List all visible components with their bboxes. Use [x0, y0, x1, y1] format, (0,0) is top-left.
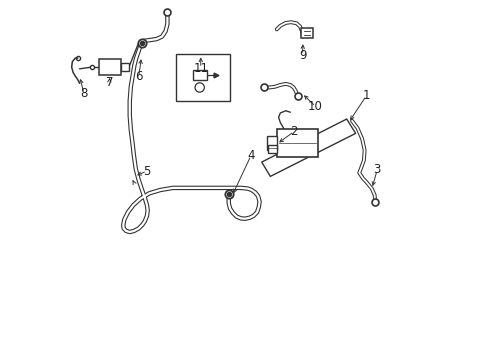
- Polygon shape: [261, 119, 355, 176]
- Text: 6: 6: [135, 70, 142, 83]
- Text: 7: 7: [105, 76, 113, 89]
- Text: 4: 4: [247, 149, 254, 162]
- Text: 5: 5: [143, 165, 150, 177]
- Text: 8: 8: [80, 87, 87, 100]
- Text: 10: 10: [307, 100, 322, 113]
- Text: 1: 1: [362, 89, 369, 102]
- Text: 11: 11: [193, 62, 208, 75]
- Text: 9: 9: [298, 49, 305, 62]
- Bar: [276, 129, 317, 157]
- Text: 2: 2: [290, 125, 297, 138]
- Bar: [176, 54, 230, 101]
- Bar: [301, 28, 312, 39]
- Bar: [192, 69, 206, 80]
- Bar: [99, 59, 121, 75]
- Bar: [266, 136, 277, 149]
- Text: 3: 3: [373, 163, 380, 176]
- Bar: [121, 63, 129, 71]
- Bar: [267, 145, 277, 153]
